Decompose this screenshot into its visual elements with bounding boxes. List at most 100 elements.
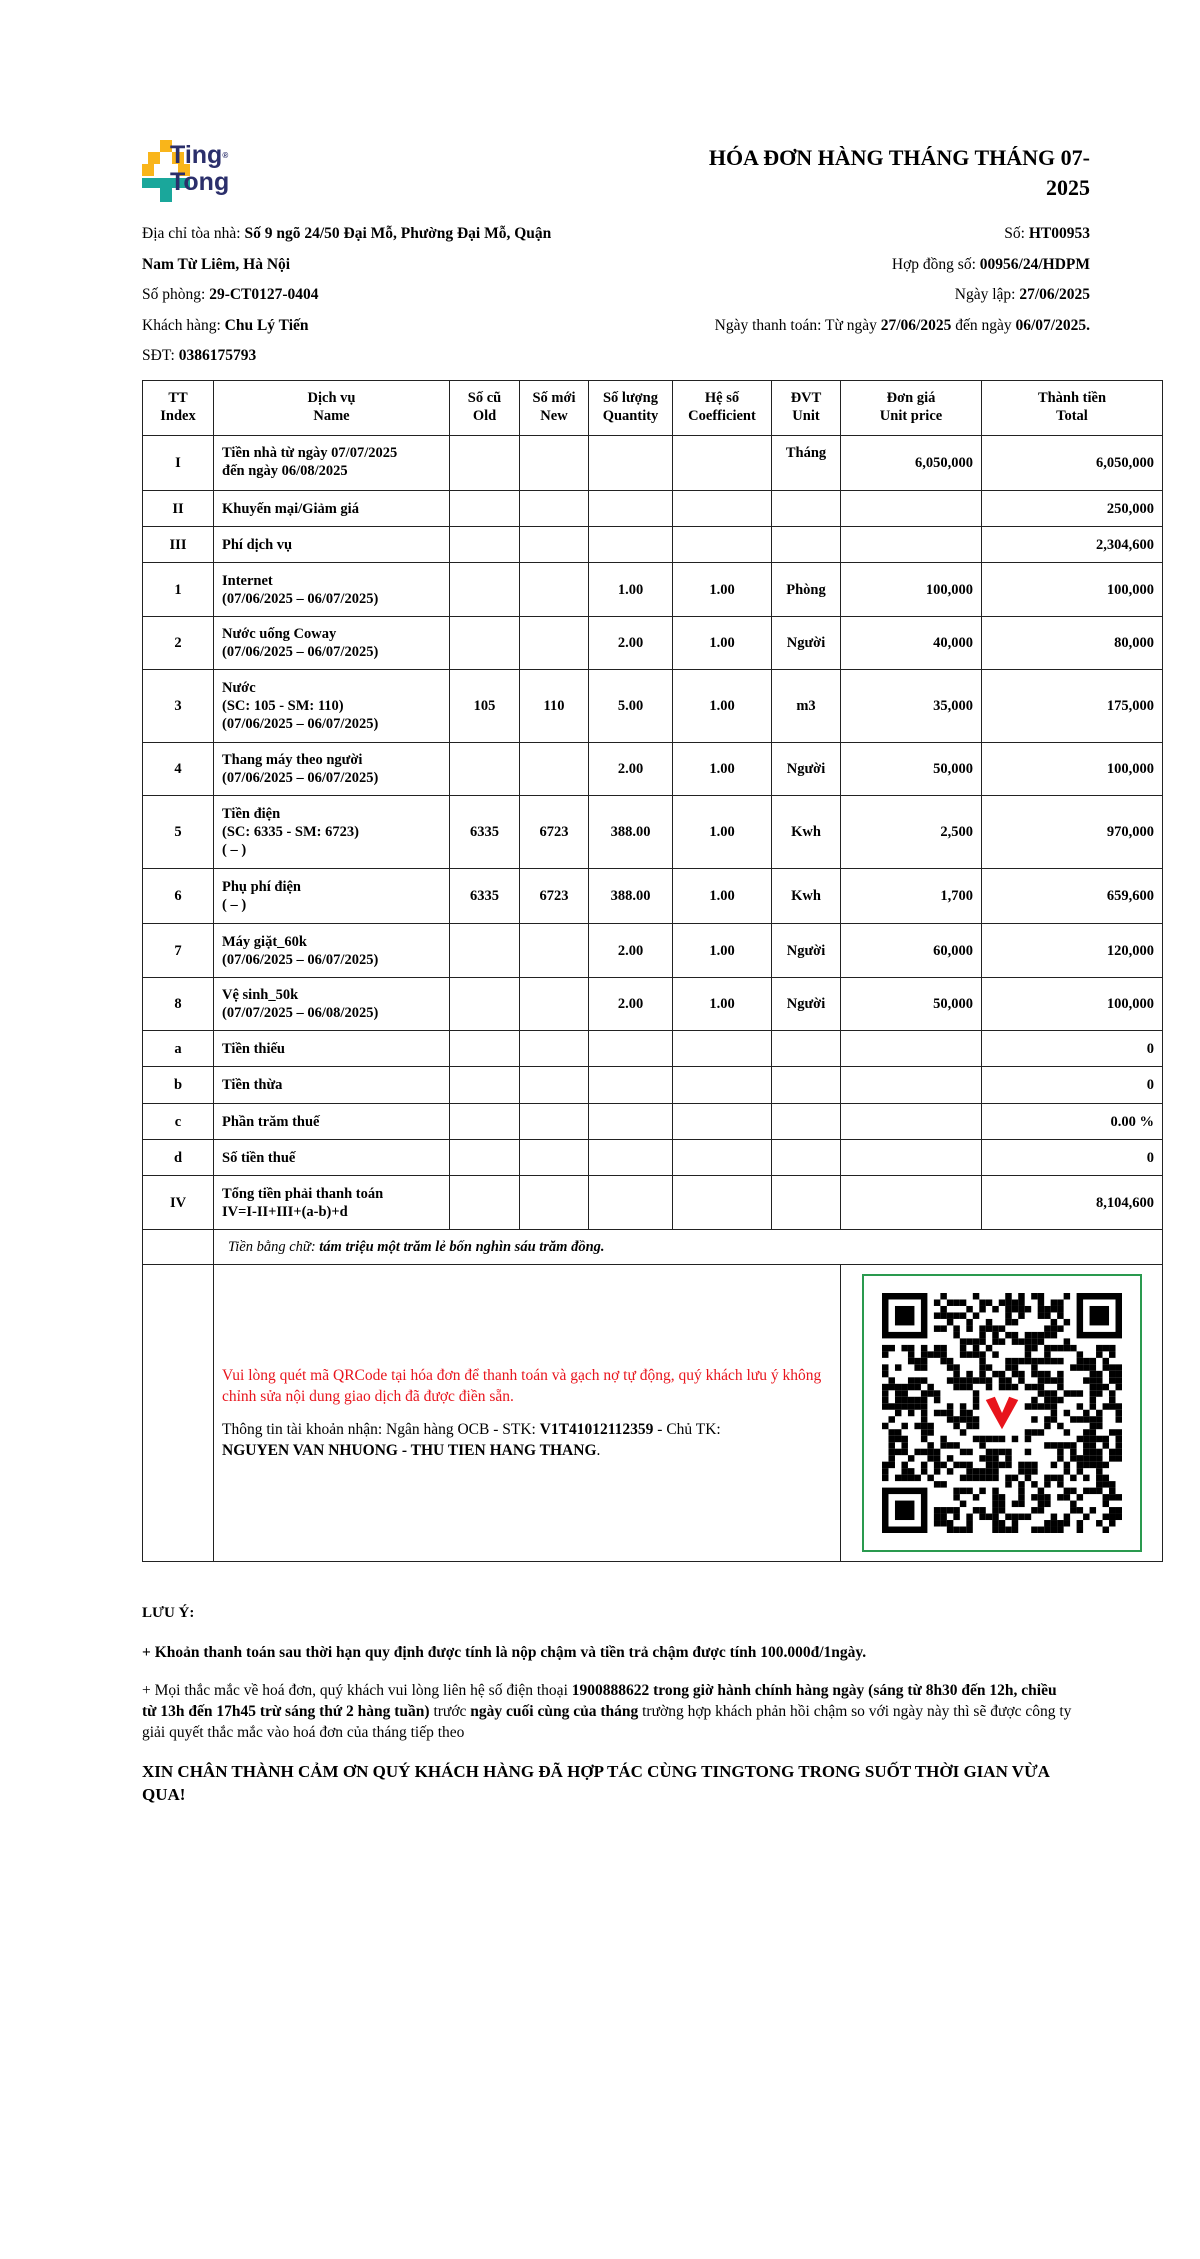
quantity [588,1066,673,1104]
unit [771,1030,841,1067]
unit-price [840,1139,982,1176]
quantity [588,1139,673,1176]
service-name: Phụ phí điện( – ) [213,868,450,924]
new-reading [519,562,589,617]
quantity: 2.00 [588,742,673,796]
coefficient: 1.00 [672,795,772,869]
invoice-number: Số: HT00953 [1004,225,1090,242]
invoice-table: TT Index Dịch vụ Name Số cũ Old Số mới New Số lư… [142,380,1163,1562]
row-index: II [142,490,214,527]
old-reading [449,435,520,491]
table-row: I Tiền nhà từ ngày 07/07/2025 đến ngày 06… [142,435,1163,491]
line-total: 0 [981,1030,1163,1067]
row-index: c [142,1103,214,1140]
service-name: Phần trăm thuế [213,1103,450,1140]
coefficient [672,1175,772,1230]
old-reading: 6335 [449,795,520,869]
new-reading [519,1030,589,1067]
address: Địa chỉ tòa nhà: Số 9 ngõ 24/50 Đại Mỗ, … [142,225,552,242]
column-header: Dịch vụ Name [213,380,450,436]
table-row: 6 Phụ phí điện( – ) 6335 6723 388.00 1.0… [142,868,1163,924]
column-header: Hệ số Coefficient [672,380,772,436]
empty-cell [142,1264,214,1562]
old-reading [449,616,520,670]
coefficient [672,1139,772,1176]
old-reading: 105 [449,669,520,743]
unit-price: 60,000 [840,923,982,978]
unit: Phòng [771,562,841,617]
thank-you-message: XIN CHÂN THÀNH CẢM ƠN QUÝ KHÁCH HÀNG ĐÃ … [142,1762,1049,1804]
customer-phone: SĐT: 0386175793 [142,347,257,364]
column-header: Thành tiền Total [981,380,1163,436]
service-name: Phí dịch vụ [213,526,450,563]
unit: m3 [771,669,841,743]
notes-title: LƯU Ý: [142,1605,195,1621]
coefficient [672,1030,772,1067]
unit-price [840,1030,982,1067]
tingtong-logo-icon [142,140,190,202]
service-name: Nước (SC: 105 - SM: 110) (07/06/2025 – 06/… [213,669,450,743]
quantity: 2.00 [588,616,673,670]
line-total: 80,000 [981,616,1163,670]
late-payment-note: + Khoản thanh toán sau thời hạn quy định… [142,1644,867,1661]
unit: Người [771,977,841,1031]
line-total: 175,000 [981,669,1163,743]
line-total: 100,000 [981,742,1163,796]
row-index: 5 [142,795,214,869]
contract-number: Hợp đồng số: 00956/24/HDPM [891,256,1090,273]
service-name: Nước uống Coway (07/06/2025 – 06/07/2025) [213,616,450,670]
logo-wordmark: Ting® Tong [170,141,230,196]
unit-price: 6,050,000 [840,435,982,491]
row-index: 1 [142,562,214,617]
new-reading [519,490,589,527]
line-total: 100,000 [981,977,1163,1031]
row-index: d [142,1139,214,1176]
table-row: d Số tiền thuế 0 [142,1139,1163,1176]
old-reading [449,742,520,796]
qr-code-icon[interactable] [881,1293,1122,1533]
amount-in-words: Tiền bằng chữ: tám triệu một trăm lẻ bốn… [213,1229,1163,1265]
old-reading [449,490,520,527]
unit-price: 40,000 [840,616,982,670]
line-total: 970,000 [981,795,1163,869]
table-row: 8 Vệ sinh_50k (07/07/2025 – 06/08/2025) 2… [142,977,1163,1031]
old-reading [449,1030,520,1067]
row-index: a [142,1030,214,1067]
table-row: 3 Nước (SC: 105 - SM: 110) (07/06/2025 – 0… [142,669,1163,743]
column-header: Số mới New [519,380,589,436]
line-total: 0 [981,1066,1163,1104]
column-header: Số cũ Old [449,380,520,436]
unit [771,490,841,527]
service-name: Tiền thừa [213,1066,450,1104]
table-row: III Phí dịch vụ 2,304,600 [142,526,1163,563]
amount-in-words-row: Tiền bằng chữ: tám triệu một trăm lẻ bốn… [142,1229,1163,1265]
new-reading [519,1103,589,1140]
line-total: 100,000 [981,562,1163,617]
qr-cell [840,1264,1163,1562]
unit-price: 50,000 [840,742,982,796]
quantity [588,490,673,527]
unit: Kwh [771,868,841,924]
line-total: 6,050,000 [981,435,1163,491]
bank-account-info: Thông tin tài khoản nhận: Ngân hàng OCB … [222,1421,721,1459]
unit [771,1175,841,1230]
new-reading: 6723 [519,868,589,924]
coefficient [672,526,772,563]
line-total: 0 [981,1139,1163,1176]
coefficient: 1.00 [672,868,772,924]
address-line2: Nam Từ Liêm, Hà Nội [142,256,291,273]
coefficient [672,435,772,491]
row-index: b [142,1066,214,1104]
quantity [588,526,673,563]
unit-price [840,1103,982,1140]
new-reading [519,526,589,563]
new-reading [519,977,589,1031]
coefficient [672,490,772,527]
coefficient: 1.00 [672,669,772,743]
coefficient: 1.00 [672,616,772,670]
table-row: 1 Internet (07/06/2025 – 06/07/2025) 1.00… [142,562,1163,617]
old-reading [449,1175,520,1230]
service-name: Khuyến mại/Giảm giá [213,490,450,527]
service-name: Máy giặt_60k (07/06/2025 – 06/07/2025) [213,923,450,978]
service-name: Thang máy theo người (07/06/2025 – 06/07/… [213,742,450,796]
